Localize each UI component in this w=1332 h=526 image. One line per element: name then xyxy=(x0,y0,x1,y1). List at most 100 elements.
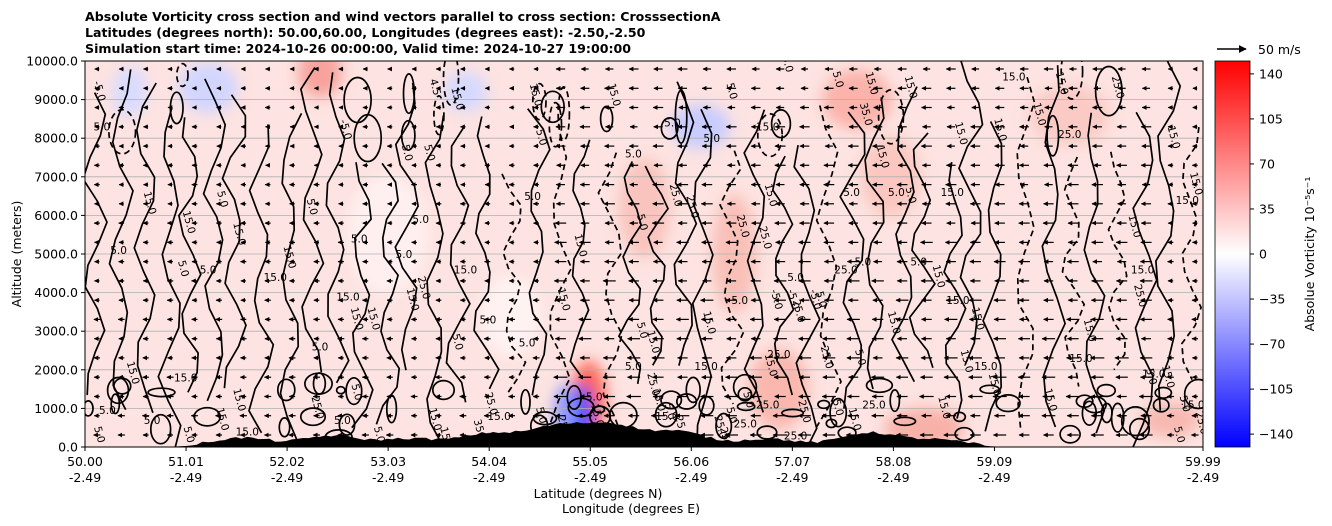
contour-label: 15.0 xyxy=(1159,364,1177,390)
contour-label: 15.0 xyxy=(874,144,892,170)
contour-label: 5.0 xyxy=(1143,367,1159,386)
vorticity-patch xyxy=(1140,401,1201,438)
contour-line xyxy=(1046,114,1060,157)
contour-label: 15.0 xyxy=(336,291,359,303)
contour-line xyxy=(431,379,456,401)
contour-label: 4.5 xyxy=(427,78,443,97)
x-tick-label-lat: 59.09 xyxy=(977,454,1013,469)
contour-line xyxy=(1061,156,1086,387)
contour-label: 15.0 xyxy=(1041,387,1059,413)
contour-line xyxy=(953,411,967,423)
title-line-3: Simulation start time: 2024-10-26 00:00:… xyxy=(85,41,632,56)
contour-label: 15.0 xyxy=(974,361,997,373)
contour-lines xyxy=(85,61,1203,447)
contour-line xyxy=(325,72,350,384)
title-line-1: Absolute Vorticity cross section and win… xyxy=(85,9,721,24)
x-tick-label-lon: -2.49 xyxy=(473,470,505,485)
contour-line xyxy=(815,105,842,429)
x-tick-label-lat: 50.00 xyxy=(67,454,103,469)
contour-label: 5.0 xyxy=(625,361,642,373)
contour-line xyxy=(736,401,756,412)
contour-line xyxy=(817,399,831,410)
x-tick-label-lon: -2.49 xyxy=(574,470,606,485)
contour-label: 5.0 xyxy=(843,187,860,199)
contour-label: 5.0 xyxy=(533,406,549,425)
contour-label: 15.0 xyxy=(404,287,422,313)
contour-line xyxy=(299,66,325,373)
contour-line xyxy=(839,111,866,409)
contour-label: 5.0 xyxy=(334,415,351,427)
title-line-2: Latitudes (degrees north): 50.00,60.00, … xyxy=(85,25,646,40)
gridlines xyxy=(85,61,1203,447)
contour-label: 15.0 xyxy=(264,272,287,284)
contour-line xyxy=(276,378,296,402)
contour-line xyxy=(278,417,291,438)
contour-line xyxy=(771,155,795,396)
y-tick-label: 7000.0 xyxy=(34,169,78,184)
contour-label: 5.0 xyxy=(175,259,191,278)
contour-line xyxy=(473,116,500,390)
contour-label: -5.0 xyxy=(337,118,354,141)
contour-line xyxy=(1096,383,1117,398)
contour-line xyxy=(770,109,792,139)
contour-label: 5.0 xyxy=(903,186,919,205)
contour-label: 25.0 xyxy=(1058,129,1081,141)
x-tick-label-lon: -2.49 xyxy=(1187,470,1219,485)
contour-label: 25.0 xyxy=(717,426,735,452)
contour-line xyxy=(1183,378,1203,410)
contour-line xyxy=(569,139,591,379)
vorticity-patch xyxy=(1029,85,1110,146)
contour-label: 15.0 xyxy=(969,306,987,332)
contour-line xyxy=(943,161,967,419)
x-tick-label-lat: 58.08 xyxy=(876,454,912,469)
contour-line xyxy=(889,389,901,413)
contour-label: -5.0 xyxy=(768,288,785,311)
contour-line xyxy=(351,162,374,429)
contour-label: 15.0 xyxy=(605,82,623,108)
contour-line xyxy=(557,86,571,142)
contour-label: 5.0 xyxy=(304,197,320,216)
contour-line xyxy=(995,394,1021,413)
contour-label: 25.0 xyxy=(767,349,790,361)
contour-line xyxy=(312,372,327,395)
contour-line xyxy=(202,78,227,402)
contour-line xyxy=(958,61,984,366)
contour-line xyxy=(501,173,527,395)
x-axis-label-latitude: Latitude (degrees N) xyxy=(534,486,663,501)
contour-line xyxy=(1120,406,1150,437)
contour-line xyxy=(1081,400,1098,426)
x-tick-label-lon: -2.49 xyxy=(978,470,1010,485)
vorticity-patch xyxy=(480,275,541,356)
contour-label: 25.0 xyxy=(834,264,857,276)
contour-line xyxy=(400,119,416,151)
contour-line xyxy=(175,62,189,88)
colorbar: 140 105 70 35 0 −35 −70 −105 −140 Absolue Vortic… xyxy=(1214,60,1317,448)
colorbar-tick-label: 105 xyxy=(1259,111,1283,126)
contour-label: 15.0 xyxy=(650,387,668,413)
contour-label: 35.0 xyxy=(857,101,875,127)
contour-line xyxy=(979,384,1000,395)
y-tick-label: 9000.0 xyxy=(34,92,78,107)
contour-label: 5.0 xyxy=(723,82,739,101)
contour-label: 5.0 xyxy=(634,321,650,340)
contour-label: 15.0 xyxy=(986,372,1004,398)
contour-line xyxy=(149,413,172,445)
contour-label: 5.0 xyxy=(813,290,829,309)
contour-line xyxy=(673,81,698,366)
contour-label: 15.0 xyxy=(762,352,780,378)
contour-line xyxy=(781,408,805,418)
contour-line xyxy=(644,165,669,366)
contour-line xyxy=(756,113,784,158)
contour-label: 25.0 xyxy=(784,430,807,442)
contour-line xyxy=(345,376,363,406)
y-tick-label: 10000.0 xyxy=(26,54,78,69)
x-tick-label-lat: 52.02 xyxy=(269,454,305,469)
contour-label: 25.0 xyxy=(756,399,779,411)
y-tick-label: 3000.0 xyxy=(34,324,78,339)
contour-line xyxy=(527,108,551,396)
contour-label: 15.0 xyxy=(644,329,662,355)
contour-line xyxy=(715,412,733,440)
contour-line xyxy=(1060,61,1084,100)
contour-line xyxy=(335,385,346,395)
contour-line xyxy=(1016,76,1036,430)
